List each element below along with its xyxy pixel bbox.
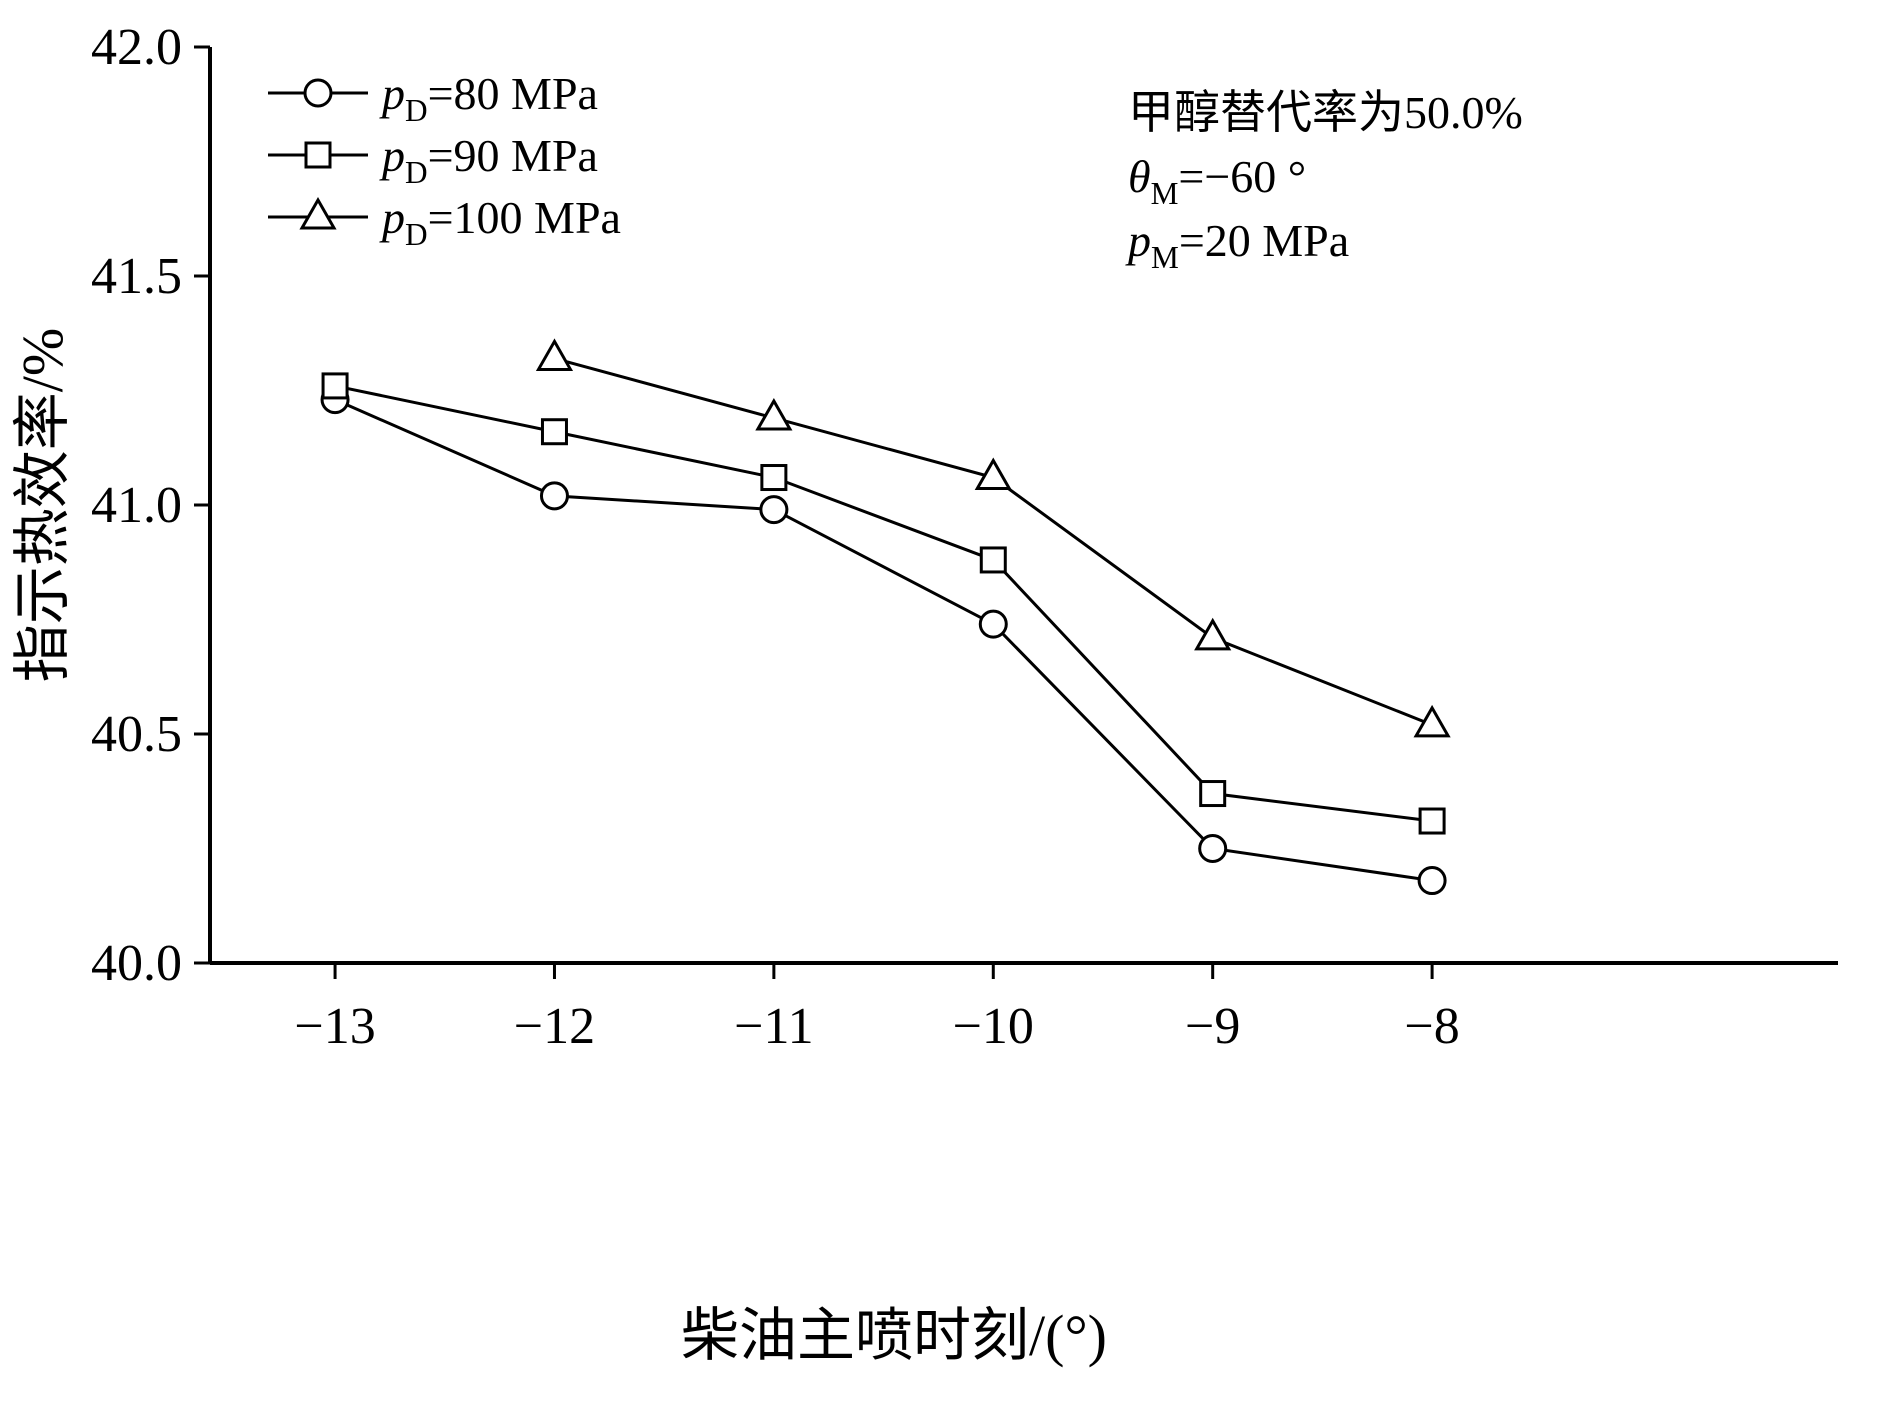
legend-item: pD=100 MPa (268, 192, 621, 252)
data-point-circle (303, 78, 333, 108)
data-point-square (760, 464, 788, 492)
data-point-square (979, 546, 1007, 574)
legend-item: pD=80 MPa (268, 68, 598, 128)
x-tick-label: −9 (1185, 998, 1240, 1055)
data-point-circle (978, 609, 1008, 639)
data-point-square (1418, 807, 1446, 835)
tick-labels: 40.0 40.5 41.0 41.5 42.0 −13 −12 −11 −10 −9 −8 (91, 19, 1460, 1055)
y-axis-title: 指示热效率/% (10, 328, 75, 682)
series-line (334, 384, 1433, 823)
series-line (334, 398, 1433, 883)
legend-item: pD=90 MPa (268, 130, 598, 190)
data-point-square (321, 372, 349, 400)
data-point-circle (1417, 866, 1447, 896)
axes (208, 47, 1838, 965)
data-point-triangle (535, 338, 574, 371)
y-tick-label: 41.5 (91, 248, 182, 305)
legend-label: pD=80 MPa (379, 68, 598, 128)
data-point-circle (1198, 834, 1228, 863)
x-axis-title: 柴油主喷时刻/(°) (681, 1303, 1107, 1368)
x-tick-label: −10 (953, 998, 1034, 1055)
y-tick-label: 42.0 (91, 19, 182, 76)
data-point-circle (539, 481, 569, 511)
legend-label: pD=90 MPa (379, 130, 598, 190)
y-tick-label: 40.0 (91, 935, 182, 992)
data-point-triangle (1413, 704, 1451, 738)
data-point-square (540, 418, 568, 446)
y-tick-label: 41.0 (91, 477, 182, 534)
series-line (554, 356, 1433, 727)
annotation-p-m: pM=20 MPa (1125, 215, 1349, 275)
annotation-block: 甲醇替代率为50.0% θM=−60 °pM=20 MPa (1125, 87, 1523, 275)
series-circle (320, 385, 1447, 896)
annotation-methanol-substitution-rate: 甲醇替代率为50.0% (1128, 87, 1523, 138)
y-tick-label: 40.5 (91, 706, 182, 763)
data-point-triangle (1194, 617, 1232, 651)
data-point-triangle (299, 196, 337, 230)
x-tick-label: −12 (514, 998, 595, 1055)
series-triangle (535, 338, 1451, 738)
data-point-triangle (974, 457, 1012, 491)
data-point-square (304, 141, 332, 169)
data-point-circle (759, 495, 789, 525)
x-tick-label: −13 (294, 998, 375, 1055)
x-tick-label: −8 (1404, 998, 1459, 1055)
legend-label: pD=100 MPa (379, 192, 621, 252)
data-point-triangle (755, 397, 793, 431)
x-tick-label: −11 (734, 998, 813, 1055)
annotation-theta-m: θM=−60 ° (1128, 151, 1306, 211)
data-point-square (1199, 780, 1227, 808)
tick-marks (194, 45, 1434, 979)
series-square (321, 372, 1446, 835)
